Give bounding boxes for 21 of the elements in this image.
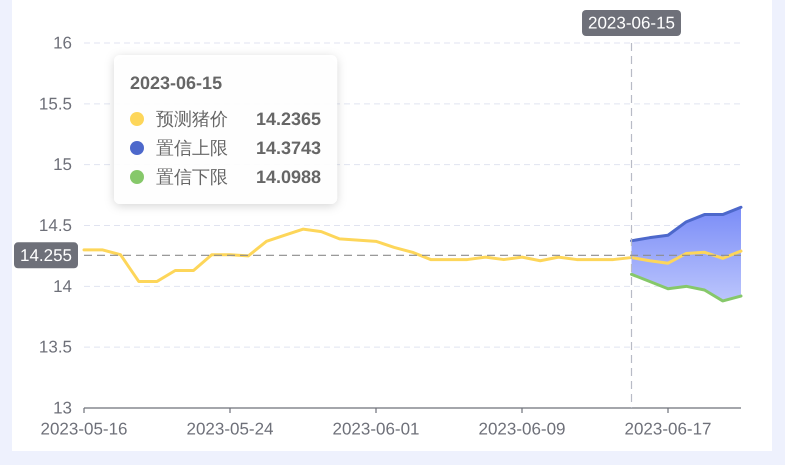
x-tick-label: 2023-05-16 — [40, 420, 128, 438]
x-tick-label: 2023-06-01 — [332, 420, 420, 438]
y-tick-label: 16 — [53, 34, 72, 52]
x-tick-label: 2023-05-24 — [186, 420, 274, 438]
annotation: 14.3743 — [256, 138, 322, 158]
x-tick-label: 2023-06-09 — [478, 420, 566, 438]
legend-label: 置信下限 — [156, 167, 228, 187]
legend-title: 2023-06-15 — [130, 73, 222, 93]
annotation: 14.2365 — [256, 109, 322, 129]
ref-line-label: 2023-06-15 — [588, 14, 675, 32]
ref-line-label: 14.255 — [20, 246, 72, 265]
y-tick-label: 14 — [53, 276, 72, 296]
y-tick-label: 13.5 — [38, 338, 72, 357]
legend-label: 预测猪价 — [156, 109, 228, 129]
y-tick-label: 15.5 — [38, 94, 72, 114]
annotation: 14.0988 — [256, 167, 322, 187]
y-tick-label: 13 — [53, 398, 72, 418]
x-tick-label: 2023-06-17 — [624, 420, 712, 438]
y-tick-label: 15 — [53, 155, 72, 174]
legend-label: 置信上限 — [156, 138, 228, 158]
y-tick-label: 14.5 — [38, 216, 72, 235]
